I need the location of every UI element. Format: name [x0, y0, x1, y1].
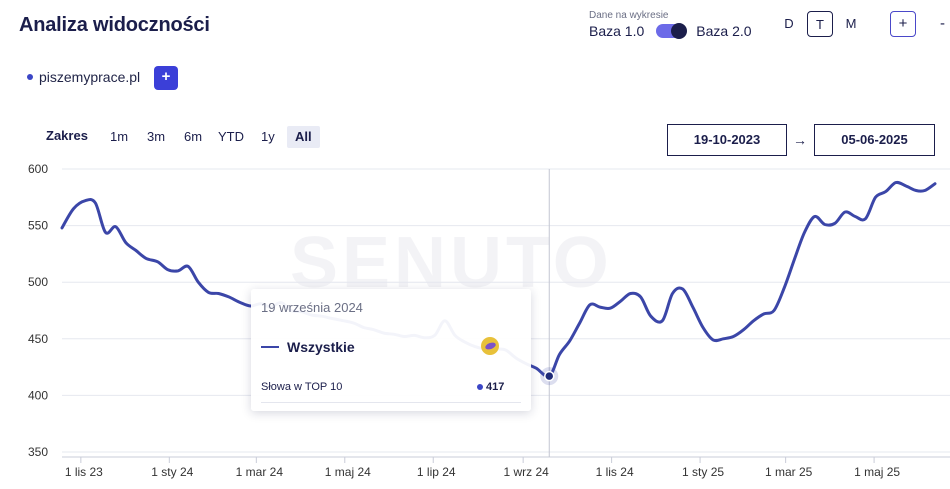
switch-knob [671, 23, 688, 39]
domain-legend[interactable]: piszemyprace.pl [27, 69, 140, 85]
tooltip-metric-label: Słowa w TOP 10 [261, 381, 343, 393]
range-1y-button[interactable]: 1y [261, 129, 275, 144]
data-source-toggle: Dane na wykresie Baza 1.0 Baza 2.0 [589, 10, 752, 39]
x-tick-label: 1 wrz 24 [503, 465, 549, 479]
zoom-in-button[interactable]: + [890, 11, 916, 37]
y-tick-label: 400 [28, 388, 48, 402]
add-domain-button[interactable]: + [154, 66, 178, 90]
page-title: Analiza widoczności [19, 14, 210, 36]
y-tick-label: 500 [28, 275, 48, 289]
domain-dot [27, 74, 33, 80]
tooltip-metric-value: 417 [477, 381, 504, 393]
x-tick-label: 1 mar 24 [236, 465, 284, 479]
range-6m-button[interactable]: 6m [184, 129, 203, 144]
value-dot [477, 384, 483, 390]
start-date-input[interactable]: 19-10-2023 [667, 124, 787, 156]
range-label: Zakres [46, 128, 88, 143]
period-month-button[interactable]: M [845, 16, 857, 31]
tooltip-series-label: Wszystkie [287, 339, 355, 355]
baza-1-label[interactable]: Baza 1.0 [589, 23, 645, 39]
x-tick-label: 1 lis 23 [65, 465, 103, 479]
tooltip-value-text: 417 [486, 381, 505, 393]
period-day-button[interactable]: D [784, 16, 794, 31]
tooltip-date: 19 września 2024 [261, 300, 363, 315]
data-source-switch[interactable] [656, 23, 688, 39]
x-tick-label: 1 sty 24 [151, 465, 193, 479]
end-date-input[interactable]: 05-06-2025 [814, 124, 935, 156]
senuto-planet-icon [481, 337, 499, 355]
period-week-button[interactable]: T [807, 11, 833, 37]
tooltip-divider [261, 402, 521, 403]
tooltip-series: Wszystkie [261, 339, 355, 355]
range-all-button[interactable]: All [287, 126, 320, 148]
range-arrow: → [793, 132, 807, 148]
x-tick-label: 1 maj 25 [854, 465, 900, 479]
x-tick-label: 1 lis 24 [596, 465, 634, 479]
series-swatch [261, 346, 279, 348]
range-1m-button[interactable]: 1m [110, 129, 129, 144]
y-tick-label: 450 [28, 332, 48, 346]
y-tick-label: 350 [28, 445, 48, 459]
baza-2-label[interactable]: Baza 2.0 [696, 23, 752, 39]
range-3m-button[interactable]: 3m [147, 129, 166, 144]
highlight-point [544, 370, 555, 382]
range-ytd-button[interactable]: YTD [218, 129, 244, 144]
y-tick-label: 600 [28, 162, 48, 176]
y-tick-label: 550 [28, 219, 48, 233]
x-tick-label: 1 maj 24 [325, 465, 371, 479]
x-tick-label: 1 sty 25 [682, 465, 724, 479]
x-tick-label: 1 lip 24 [417, 465, 456, 479]
data-toggle-caption: Dane na wykresie [589, 10, 669, 21]
chart-tooltip: 19 września 2024 Wszystkie Słowa w TOP 1… [251, 289, 531, 411]
zoom-out-button[interactable]: - [940, 15, 945, 32]
x-tick-label: 1 mar 25 [765, 465, 813, 479]
domain-name: piszemyprace.pl [39, 69, 141, 85]
